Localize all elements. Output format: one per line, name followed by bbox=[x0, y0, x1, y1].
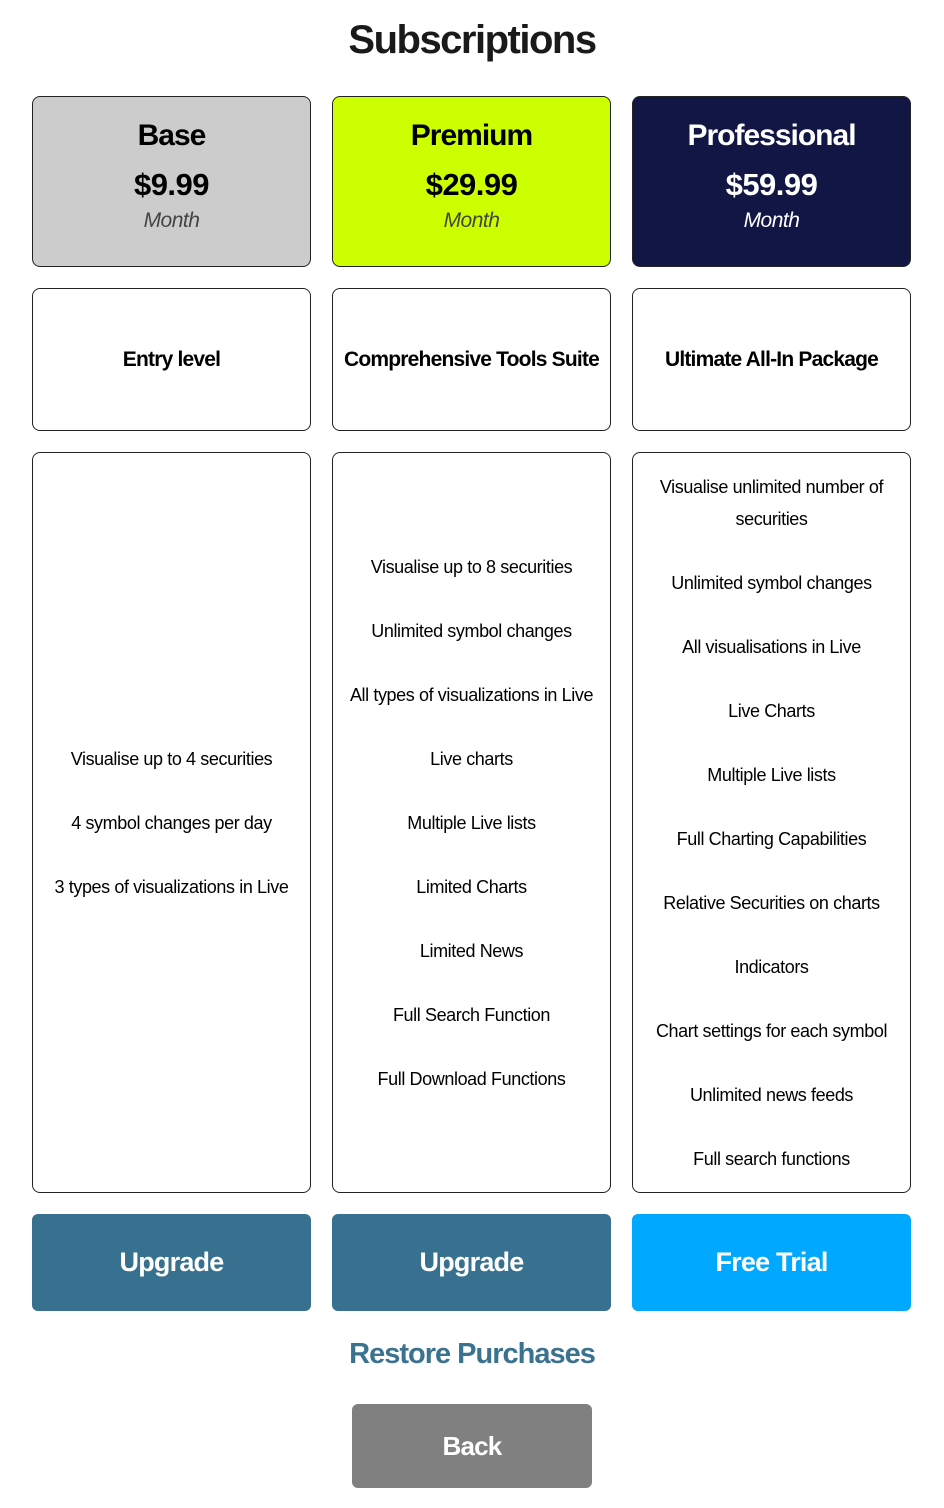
feature-item: Live charts bbox=[430, 748, 513, 769]
feature-item: Visualise up to 4 securities bbox=[70, 748, 273, 769]
professional-free-trial-button[interactable]: Free Trial bbox=[632, 1214, 911, 1311]
feature-item: Limited Charts bbox=[416, 876, 527, 897]
plan-period: Month bbox=[143, 209, 200, 232]
feature-item: 3 types of visualizations in Live bbox=[54, 876, 289, 897]
plan-period: Month bbox=[743, 209, 800, 232]
feature-item: Indicators bbox=[734, 956, 809, 977]
premium-upgrade-button[interactable]: Upgrade bbox=[332, 1214, 611, 1311]
feature-item: Multiple Live lists bbox=[707, 764, 836, 785]
plan-tagline: Comprehensive Tools Suite bbox=[332, 288, 611, 431]
feature-item: Full Download Functions bbox=[377, 1068, 566, 1089]
page-title: Subscriptions bbox=[348, 18, 597, 62]
feature-item: Unlimited symbol changes bbox=[671, 572, 872, 593]
feature-item: Multiple Live lists bbox=[407, 812, 536, 833]
plan-price: $9.99 bbox=[133, 167, 210, 202]
plan-tagline: Entry level bbox=[32, 288, 311, 431]
plan-tagline: Ultimate All-In Package bbox=[632, 288, 911, 431]
feature-item: Full Search Function bbox=[392, 1004, 551, 1025]
feature-item: Unlimited symbol changes bbox=[371, 620, 572, 641]
plan-period: Month bbox=[443, 209, 500, 232]
plan-features: Visualise unlimited number of securities… bbox=[632, 452, 911, 1193]
feature-item: Live Charts bbox=[728, 700, 815, 721]
restore-purchases-link[interactable]: Restore Purchases bbox=[349, 1338, 596, 1370]
feature-item: Limited News bbox=[419, 940, 524, 961]
feature-item: All types of visualizations in Live bbox=[349, 684, 594, 705]
plan-name: Base bbox=[137, 119, 207, 152]
plan-name: Premium bbox=[410, 119, 533, 152]
plan-features: Visualise up to 8 securities Unlimited sy… bbox=[332, 452, 611, 1193]
plan-price: $29.99 bbox=[425, 167, 518, 202]
plan-features: Visualise up to 4 securities 4 symbol cha… bbox=[32, 452, 311, 1193]
feature-item: All visualisations in Live bbox=[682, 636, 861, 657]
plan-header-professional: Professional $59.99 Month bbox=[632, 96, 911, 267]
plan-name: Professional bbox=[687, 119, 856, 152]
plan-price: $59.99 bbox=[725, 167, 818, 202]
feature-item: Chart settings for each symbol bbox=[655, 1020, 888, 1041]
base-upgrade-button[interactable]: Upgrade bbox=[32, 1214, 311, 1311]
feature-item: 4 symbol changes per day bbox=[71, 812, 272, 833]
plan-header-base: Base $9.99 Month bbox=[32, 96, 311, 267]
plan-header-premium: Premium $29.99 Month bbox=[332, 96, 611, 267]
feature-item: Full search functions bbox=[693, 1148, 850, 1169]
feature-item: Relative Securities on charts bbox=[663, 892, 880, 913]
back-button[interactable]: Back bbox=[352, 1404, 592, 1488]
feature-item: Visualise up to 8 securities bbox=[370, 556, 573, 577]
feature-item: Visualise unlimited number of securities bbox=[659, 476, 884, 529]
feature-item: Full Charting Capabilities bbox=[676, 828, 867, 849]
feature-item: Unlimited news feeds bbox=[689, 1084, 854, 1105]
